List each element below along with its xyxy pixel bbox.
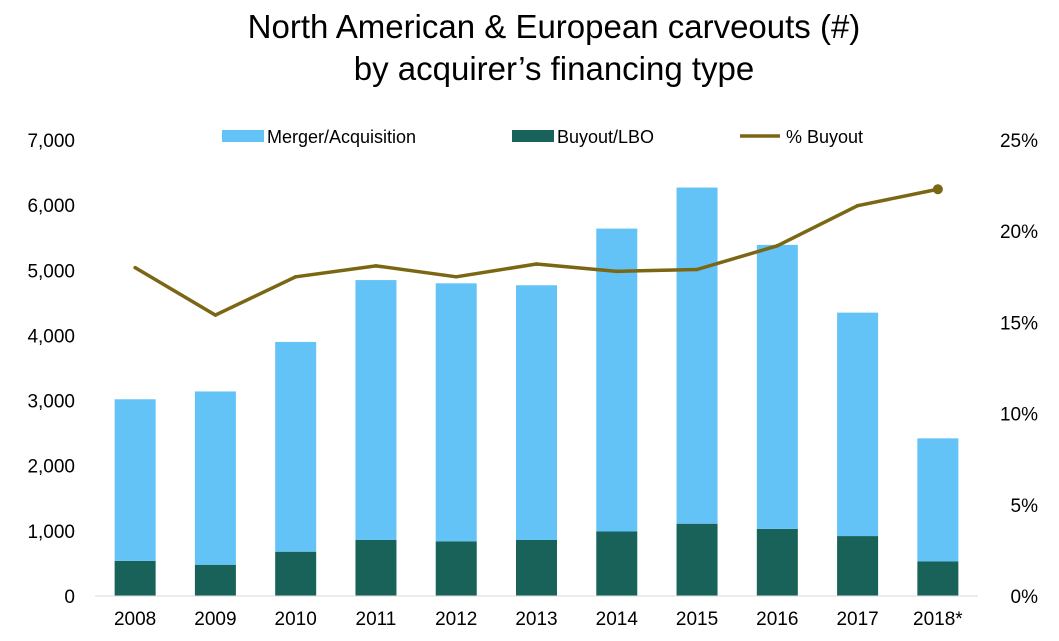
right-axis-tick-label: 20% [1000,222,1038,243]
legend-item-buyout: % Buyout [740,127,863,147]
bar-buyout-lbo [837,536,879,596]
left-axis-tick-label: 1,000 [27,522,75,543]
right-axis-tick-label: 5% [1011,496,1039,517]
bar-merger-acquisition [676,187,718,524]
x-axis-tick-label: 2015 [676,609,718,630]
x-axis-tick-label: 2018* [913,609,963,630]
line-point [454,275,458,279]
left-axis-tick-label: 7,000 [27,131,75,152]
chart-title-line-2: by acquirer’s financing type [354,50,755,87]
bar-buyout-lbo [194,564,236,596]
left-axis-tick-label: 2,000 [27,457,75,478]
x-axis-tick-label: 2009 [194,609,236,630]
legend-swatch [512,130,554,142]
bar-merger-acquisition [516,285,557,540]
line-series [133,184,943,317]
legend-swatch [222,130,264,142]
x-axis-tick-label: 2010 [275,609,317,630]
chart-title: North American & European carveouts (#) … [248,8,861,87]
x-axis-tick-label: 2008 [114,609,156,630]
bar-buyout-lbo [355,539,397,596]
left-axis: 0 1,000 2,000 3,000 4,000 5,000 6,000 7,000 [27,131,75,608]
line-point [293,275,298,279]
bar-buyout-lbo [114,560,156,596]
line-point [374,264,378,268]
x-axis-tick-label: 2013 [515,609,557,630]
bar-merger-acquisition [275,341,317,552]
right-axis-tick-label: 25% [1000,131,1038,152]
bar-buyout-lbo [596,531,638,596]
x-axis-tick-label: 2012 [435,609,477,630]
bar-buyout-lbo [917,561,959,596]
bar-merger-acquisition [837,312,879,537]
bar-merger-acquisition [596,228,638,532]
x-axis-tick-label: 2016 [756,609,798,630]
bar-buyout-lbo [756,528,798,596]
bar-merger-acquisition [194,391,236,565]
right-axis-tick-label: 0% [1011,587,1039,608]
left-axis-tick-label: 5,000 [27,261,75,282]
bar-buyout-lbo [275,551,317,596]
line-point [855,203,860,208]
left-axis-tick-label: 3,000 [27,392,75,413]
x-axis-tick-label: 2011 [356,609,397,630]
right-axis: 0% 5% 10% 15% 20% 25% [1000,131,1038,608]
left-axis-tick-label: 4,000 [27,326,75,347]
x-axis-tick-label: 2017 [836,609,878,630]
bar-merger-acquisition [917,438,959,562]
legend: Merger/Acquisition Buyout/LBO % Buyout [222,127,863,147]
line-point [695,267,699,272]
bar-merger-acquisition [355,280,397,540]
legend-label: Buyout/LBO [557,127,654,147]
bars [114,187,959,596]
legend-label: % Buyout [786,127,863,147]
chart-title-line-1: North American & European carveouts (#) [248,8,861,45]
bar-buyout-lbo [516,539,557,596]
bar-merger-acquisition [756,244,798,529]
line-point [615,269,619,274]
left-axis-tick-label: 0 [64,587,75,608]
bar-buyout-lbo [435,541,477,596]
line-point [534,262,539,266]
right-axis-tick-label: 15% [1000,313,1038,334]
bar-merger-acquisition [114,399,156,561]
line-point [775,244,780,248]
legend-item-merger-acquisition: Merger/Acquisition [222,127,416,147]
line-point-marker [932,184,943,195]
line-point [133,265,137,270]
legend-item-buyout-lbo: Buyout/LBO [512,127,654,147]
right-axis-tick-label: 10% [1000,405,1038,426]
legend-label: Merger/Acquisition [267,127,416,147]
left-axis-tick-label: 6,000 [27,196,75,217]
x-axis-tick-label: 2014 [596,609,639,630]
bar-buyout-lbo [676,523,718,596]
bar-merger-acquisition [435,283,477,542]
x-axis: 2008 2009 2010 2011 2012 2013 2014 2015 2016 2017… [114,609,963,630]
line-point [213,313,218,317]
